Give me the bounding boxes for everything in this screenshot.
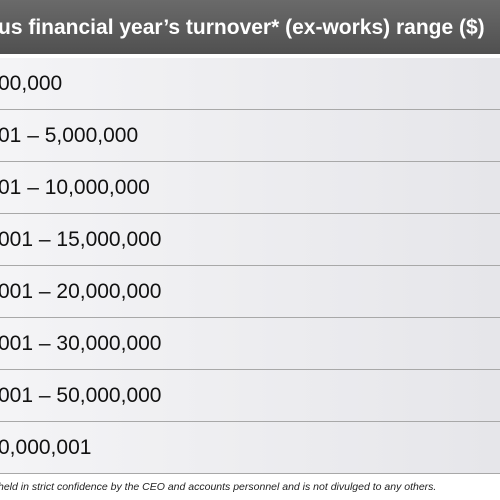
table-header: us financial year’s turnover* (ex-works)… bbox=[0, 0, 500, 54]
table-row: 01 – 5,000,000 bbox=[0, 110, 500, 162]
table-row: 00,000 bbox=[0, 58, 500, 110]
table-body: 00,000 01 – 5,000,000 01 – 10,000,000 001 –… bbox=[0, 58, 500, 474]
row-text: 001 – 20,000,000 bbox=[0, 280, 162, 303]
table-row: 001 – 20,000,000 bbox=[0, 266, 500, 318]
table-row: 01 – 10,000,000 bbox=[0, 162, 500, 214]
row-text: 001 – 50,000,000 bbox=[0, 384, 162, 407]
row-text: 0,000,001 bbox=[0, 436, 92, 459]
table-row: 001 – 30,000,000 bbox=[0, 318, 500, 370]
table-row: 001 – 50,000,000 bbox=[0, 370, 500, 422]
row-text: 001 – 30,000,000 bbox=[0, 332, 162, 355]
row-text: 001 – 15,000,000 bbox=[0, 228, 162, 251]
row-text: 01 – 10,000,000 bbox=[0, 176, 150, 199]
table-row: 0,000,001 bbox=[0, 422, 500, 474]
table-row: 001 – 15,000,000 bbox=[0, 214, 500, 266]
row-text: 01 – 5,000,000 bbox=[0, 124, 139, 147]
footnote: held in strict confidence by the CEO and… bbox=[0, 481, 437, 493]
header-text: us financial year’s turnover* (ex-works)… bbox=[0, 16, 485, 39]
row-text: 00,000 bbox=[0, 72, 63, 95]
